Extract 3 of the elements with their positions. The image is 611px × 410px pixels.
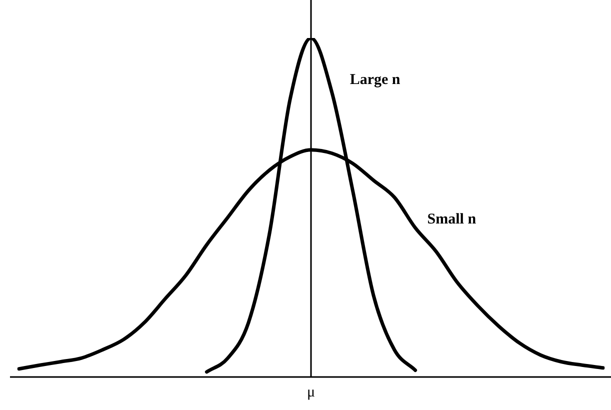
series-label: Small n bbox=[427, 212, 477, 228]
series-label: Large n bbox=[350, 72, 401, 88]
text: μ bbox=[306, 384, 316, 400]
